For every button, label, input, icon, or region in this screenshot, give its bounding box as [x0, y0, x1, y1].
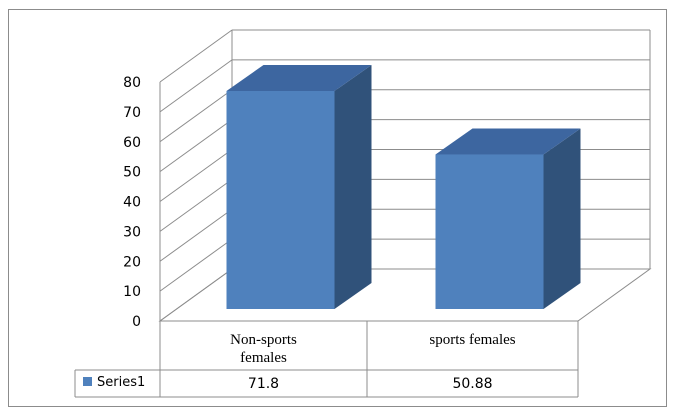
bar [226, 91, 335, 309]
data-label: 71.8 [248, 376, 279, 392]
side-gridline [159, 238, 233, 292]
y-tick-label: 80 [123, 75, 141, 91]
bars [226, 65, 581, 309]
category-label: females [240, 350, 287, 366]
y-tick-label: 40 [123, 195, 141, 211]
y-tick-label: 10 [123, 284, 141, 300]
y-axis-ticks: 0 10 20 30 40 50 60 70 80 [123, 75, 141, 330]
side-gridline [159, 119, 233, 173]
legend-label: Series1 [97, 375, 145, 390]
side-gridline [159, 178, 233, 232]
y-tick-label: 50 [123, 165, 141, 181]
y-tick-label: 30 [123, 224, 141, 240]
side-gridline [159, 149, 233, 202]
side-gridline [159, 59, 233, 113]
bar-top [226, 65, 372, 91]
category-label: Non-sports [230, 332, 297, 348]
y-tick-label: 0 [132, 314, 141, 330]
y-tick-label: 70 [123, 105, 141, 121]
legend-swatch [83, 377, 92, 386]
data-label: 50.88 [452, 376, 492, 392]
y-tick-label: 20 [123, 254, 141, 270]
floor [158, 268, 652, 322]
bar [435, 154, 544, 309]
bar-side [334, 65, 372, 309]
side-gridline [159, 89, 233, 143]
category-label: sports females [429, 332, 515, 348]
side-gridline [159, 208, 233, 262]
side-gridline [159, 29, 233, 83]
y-tick-label: 60 [123, 135, 141, 151]
data-table: Non-sports females sports females Series1 71… [74, 321, 579, 398]
bar-side [543, 128, 581, 309]
bar-top [435, 128, 581, 155]
